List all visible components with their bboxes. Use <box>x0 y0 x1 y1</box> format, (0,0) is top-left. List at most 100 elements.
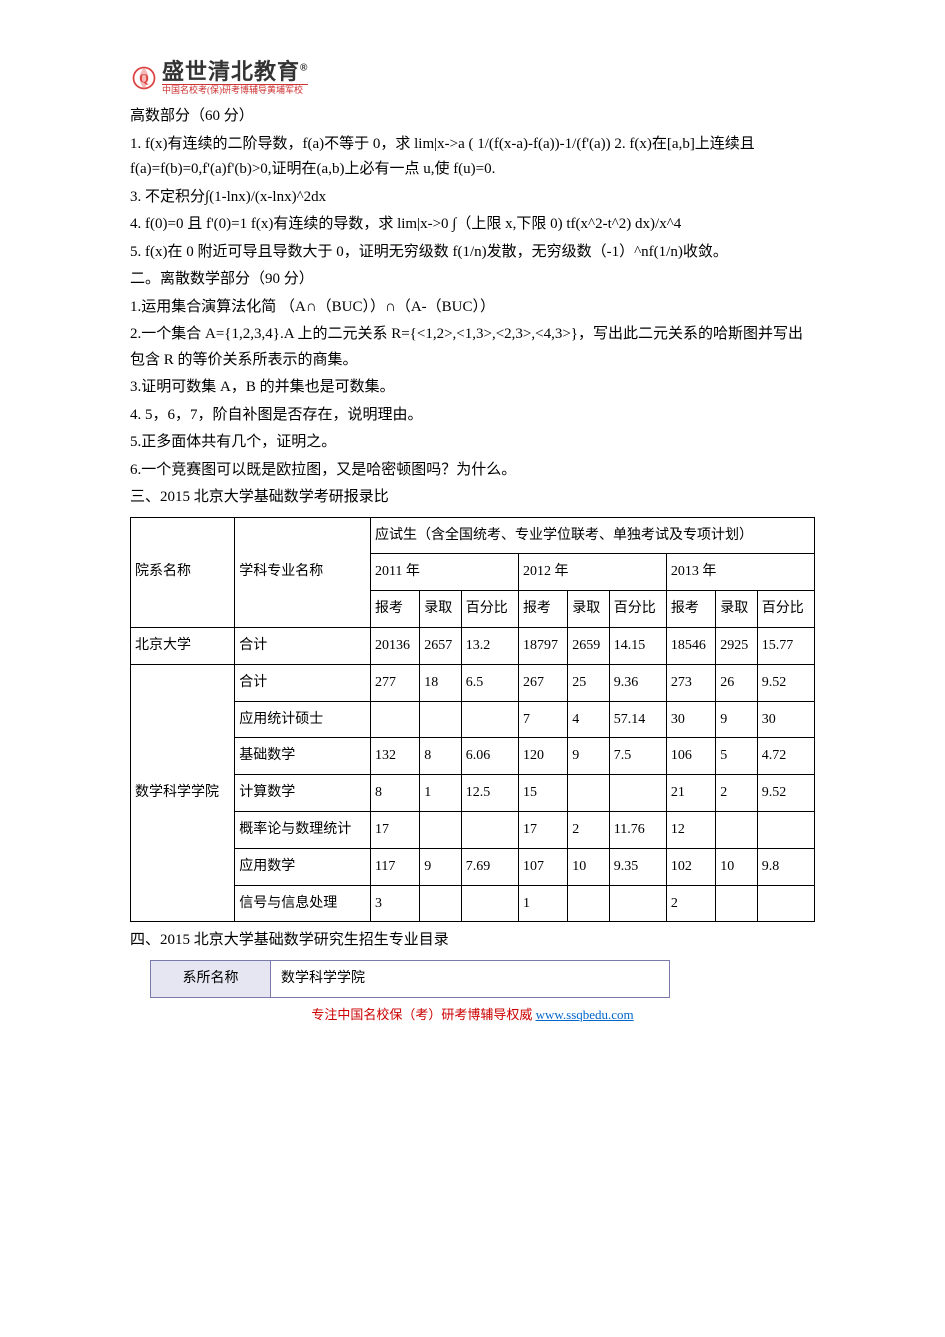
logo-icon: Q <box>130 64 158 92</box>
cell-major: 计算数学 <box>235 775 371 812</box>
logo-title: 盛世清北教育® <box>162 60 308 84</box>
cell <box>461 701 518 738</box>
para: 1.运用集合演算法化简 （A∩（BUC））∩（A-（BUC）） <box>130 295 815 321</box>
cell-major: 合计 <box>235 627 371 664</box>
cell: 18797 <box>518 627 567 664</box>
subcol: 百分比 <box>461 591 518 628</box>
cell: 4.72 <box>757 738 814 775</box>
cell: 273 <box>666 664 715 701</box>
cell: 4 <box>568 701 609 738</box>
cell-dept: 北京大学 <box>131 627 235 664</box>
cell-major: 应用统计硕士 <box>235 701 371 738</box>
cell <box>370 701 419 738</box>
cell: 26 <box>716 664 757 701</box>
cell: 10 <box>716 848 757 885</box>
cell: 12 <box>666 811 715 848</box>
cell: 30 <box>757 701 814 738</box>
cell: 11.76 <box>609 811 666 848</box>
admission-stats-table: 院系名称 学科专业名称 应试生（含全国统考、专业学位联考、单独考试及专项计划） … <box>130 517 815 923</box>
cell-major: 概率论与数理统计 <box>235 811 371 848</box>
table-row: 北京大学 合计 20136 2657 13.2 18797 2659 14.15… <box>131 627 815 664</box>
subcol: 录取 <box>716 591 757 628</box>
footer-link[interactable]: www.ssqbedu.com <box>536 1007 634 1022</box>
cell: 25 <box>568 664 609 701</box>
cell: 13.2 <box>461 627 518 664</box>
cell: 267 <box>518 664 567 701</box>
cell: 277 <box>370 664 419 701</box>
logo-reg: ® <box>300 63 308 74</box>
cell: 132 <box>370 738 419 775</box>
dir-value: 数学科学学院 <box>271 960 670 997</box>
cell: 15 <box>518 775 567 812</box>
cell: 117 <box>370 848 419 885</box>
cell <box>420 885 461 922</box>
cell: 17 <box>518 811 567 848</box>
cell <box>568 885 609 922</box>
cell: 2 <box>716 775 757 812</box>
document-body: 高数部分（60 分） 1. f(x)有连续的二阶导数，f(a)不等于 0，求 l… <box>130 104 815 998</box>
cell: 15.77 <box>757 627 814 664</box>
year-2011: 2011 年 <box>370 554 518 591</box>
para: 二。离散数学部分（90 分） <box>130 267 815 293</box>
cell: 1 <box>518 885 567 922</box>
cell: 6.5 <box>461 664 518 701</box>
cell: 9.35 <box>609 848 666 885</box>
dir-label: 系所名称 <box>151 960 271 997</box>
cell: 2659 <box>568 627 609 664</box>
para: 3. 不定积分∫(1-lnx)/(x-lnx)^2dx <box>130 185 815 211</box>
cell: 9.36 <box>609 664 666 701</box>
cell: 57.14 <box>609 701 666 738</box>
subcol: 录取 <box>420 591 461 628</box>
subcol: 报考 <box>666 591 715 628</box>
cell: 20136 <box>370 627 419 664</box>
cell: 2925 <box>716 627 757 664</box>
logo-text: 盛世清北教育® 中国名校考(保)研考博辅导黄埔军校 <box>162 60 308 96</box>
svg-text:Q: Q <box>139 71 149 85</box>
cell: 8 <box>370 775 419 812</box>
cell: 2 <box>568 811 609 848</box>
cell: 9.52 <box>757 664 814 701</box>
cell: 2 <box>666 885 715 922</box>
logo-block: Q 盛世清北教育® 中国名校考(保)研考博辅导黄埔军校 <box>130 60 815 96</box>
para: 4. 5，6，7，阶自补图是否存在，说明理由。 <box>130 403 815 429</box>
cell: 9 <box>716 701 757 738</box>
logo-subtitle: 中国名校考(保)研考博辅导黄埔军校 <box>162 84 308 96</box>
subcol: 报考 <box>370 591 419 628</box>
cell: 18546 <box>666 627 715 664</box>
cell <box>568 775 609 812</box>
table-row: 院系名称 学科专业名称 应试生（含全国统考、专业学位联考、单独考试及专项计划） <box>131 517 815 554</box>
cell <box>420 811 461 848</box>
cell: 9 <box>420 848 461 885</box>
page-footer: 专注中国名校保（考）研考博辅导权威 www.ssqbedu.com <box>130 1004 815 1026</box>
col-major-header: 学科专业名称 <box>235 517 371 627</box>
cell: 1 <box>420 775 461 812</box>
cell: 107 <box>518 848 567 885</box>
para: 四、2015 北京大学基础数学研究生招生专业目录 <box>130 928 815 954</box>
cell: 10 <box>568 848 609 885</box>
year-2013: 2013 年 <box>666 554 814 591</box>
cell: 3 <box>370 885 419 922</box>
logo-title-text: 盛世清北教育 <box>162 59 300 84</box>
para: 6.一个竞赛图可以既是欧拉图，又是哈密顿图吗？为什么。 <box>130 458 815 484</box>
cell: 17 <box>370 811 419 848</box>
cell: 9.8 <box>757 848 814 885</box>
cell: 7 <box>518 701 567 738</box>
cell: 6.06 <box>461 738 518 775</box>
cell: 5 <box>716 738 757 775</box>
cell: 7.5 <box>609 738 666 775</box>
cell: 8 <box>420 738 461 775</box>
subcol: 百分比 <box>609 591 666 628</box>
cell-major: 信号与信息处理 <box>235 885 371 922</box>
cell: 102 <box>666 848 715 885</box>
cell <box>609 885 666 922</box>
cell: 106 <box>666 738 715 775</box>
cell: 14.15 <box>609 627 666 664</box>
cell: 7.69 <box>461 848 518 885</box>
subcol: 报考 <box>518 591 567 628</box>
directory-table: 系所名称 数学科学学院 <box>150 960 670 998</box>
cell: 30 <box>666 701 715 738</box>
cell: 120 <box>518 738 567 775</box>
cell <box>757 811 814 848</box>
header-top: 应试生（含全国统考、专业学位联考、单独考试及专项计划） <box>370 517 814 554</box>
cell-dept: 数学科学学院 <box>131 664 235 922</box>
